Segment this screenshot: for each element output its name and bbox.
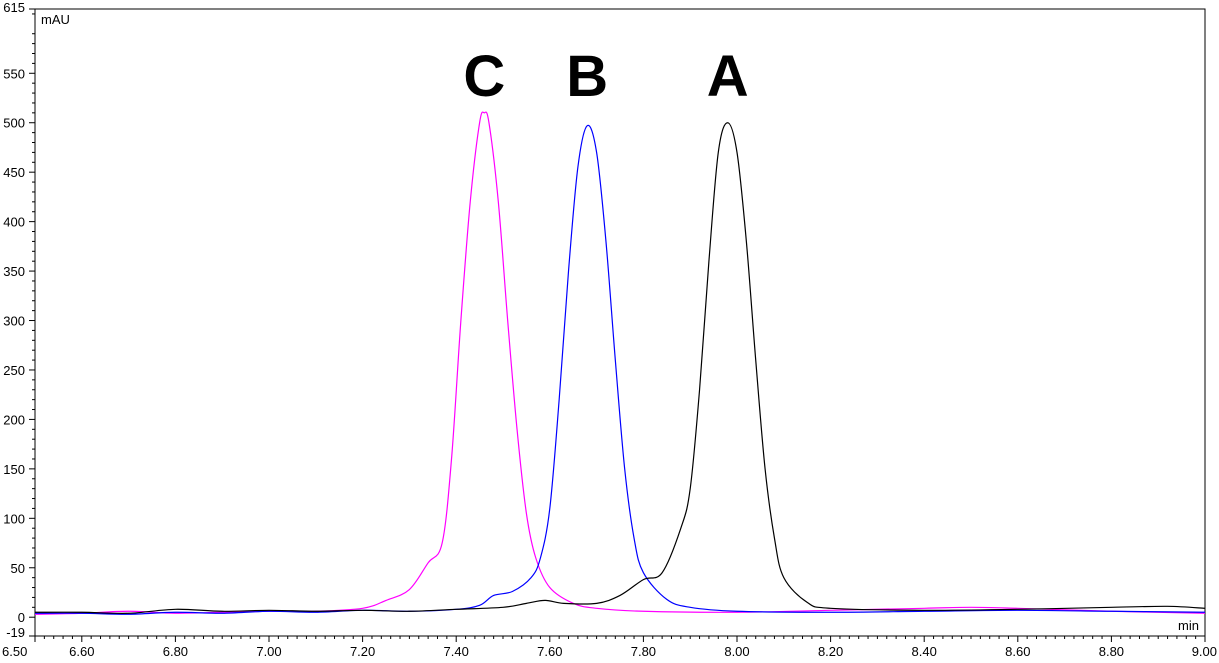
y-axis-minor-ticks	[32, 13, 35, 608]
x-tick-label: 7.60	[537, 644, 562, 659]
y-tick-label: 400	[3, 215, 25, 230]
y-tick-label: 100	[3, 511, 25, 526]
x-tick-label: 8.60	[1005, 644, 1030, 659]
x-tick-label: 8.00	[724, 644, 749, 659]
y-tick-label: 500	[3, 116, 25, 131]
y-axis-unit-label: mAU	[41, 12, 70, 27]
x-tick-label: 6.50	[2, 644, 27, 659]
x-tick-label: 7.80	[631, 644, 656, 659]
x-tick-label: 8.40	[912, 644, 937, 659]
y-tick-label: 300	[3, 314, 25, 329]
y-tick-label: -19	[6, 625, 25, 640]
y-tick-label: 200	[3, 412, 25, 427]
x-tick-label: 7.40	[444, 644, 469, 659]
x-axis-minor-ticks	[34, 636, 1197, 639]
y-tick-label: 615	[3, 0, 25, 15]
series-line-3	[34, 122, 1206, 614]
x-tick-label: 6.60	[69, 644, 94, 659]
y-tick-label: 350	[3, 264, 25, 279]
peak-label-A: A	[707, 44, 749, 109]
y-tick-label: 450	[3, 165, 25, 180]
y-tick-label: 550	[3, 66, 25, 81]
y-tick-label: 250	[3, 363, 25, 378]
y-tick-label: 150	[3, 462, 25, 477]
peak-label-C: C	[463, 44, 505, 109]
series-line-2	[34, 124, 1206, 615]
plot-area-frame	[34, 8, 1206, 637]
x-tick-label: 7.20	[350, 644, 375, 659]
x-tick-label: 7.00	[256, 644, 281, 659]
y-tick-label: 50	[11, 561, 25, 576]
y-tick-label: 0	[18, 610, 25, 625]
x-tick-label: 8.80	[1099, 644, 1124, 659]
x-tick-label: 6.80	[163, 644, 188, 659]
x-tick-label: 9.00	[1192, 644, 1217, 659]
peak-label-B: B	[566, 44, 608, 109]
x-axis-ticks: 6.50 6.60 6.80 7.00 7.20 7.40 7.60 7.80 8.00 8.20…	[2, 636, 1217, 659]
x-tick-label: 8.20	[818, 644, 843, 659]
x-axis-unit-label: min	[1178, 618, 1199, 633]
series-layer	[34, 111, 1206, 615]
